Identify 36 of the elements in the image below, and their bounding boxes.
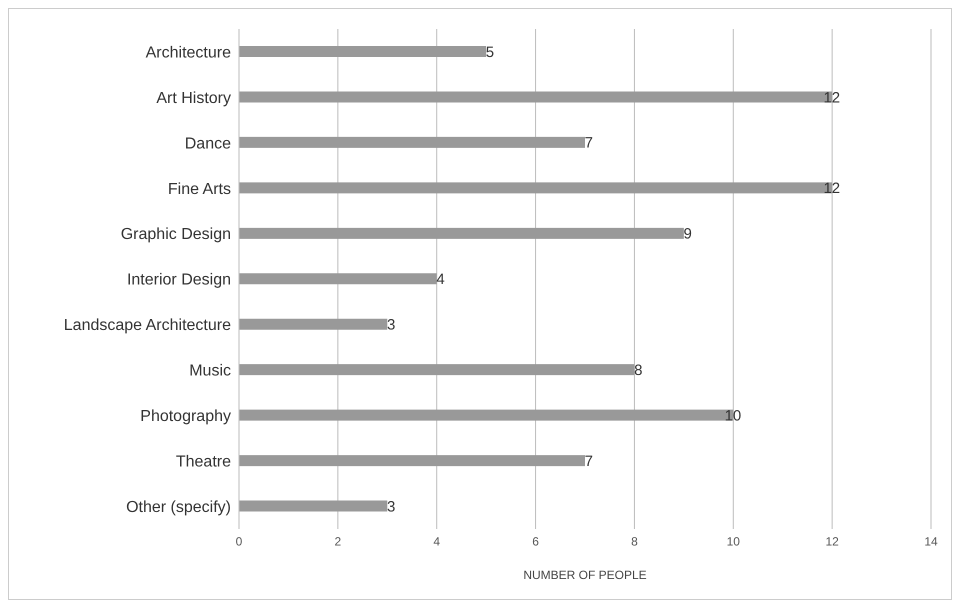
y-tick-label: Other (specify) — [126, 498, 231, 516]
y-tick-label: Interior Design — [126, 272, 231, 289]
data-label: 9 — [684, 226, 692, 243]
x-axis-title: NUMBER OF PEOPLE — [523, 568, 647, 582]
y-tick-label: Music — [189, 362, 231, 380]
data-label: 3 — [386, 498, 396, 516]
y-tick-label: Art History — [156, 90, 231, 107]
x-tick-label: 0 — [236, 534, 243, 549]
y-tick-label: Dance — [184, 135, 232, 152]
x-tick-label: 12 — [825, 534, 840, 549]
data-label: 5 — [486, 44, 494, 61]
bar — [239, 455, 585, 466]
data-label: 7 — [584, 452, 593, 470]
data-label: 3 — [386, 316, 396, 334]
x-tick-label: 14 — [924, 534, 938, 549]
data-label: 8 — [634, 362, 642, 380]
y-tick-label: Graphic Design — [120, 226, 231, 244]
x-tick-label: 4 — [433, 534, 440, 549]
x-tick-label: 2 — [334, 534, 342, 549]
data-label: 4 — [436, 271, 445, 288]
y-tick-label: Theatre — [176, 454, 232, 470]
bar — [239, 273, 437, 284]
x-tick-label: 8 — [631, 534, 638, 549]
y-tick-label: Architecture — [146, 44, 232, 62]
bar — [239, 228, 684, 239]
bar — [239, 46, 486, 57]
y-tick-label: Fine Arts — [168, 180, 231, 198]
x-tick-label: 6 — [532, 534, 540, 549]
bar — [239, 364, 634, 376]
y-tick-label: Photography — [140, 408, 231, 426]
bar — [239, 136, 585, 148]
x-tick-label: 10 — [726, 534, 740, 549]
bar — [239, 500, 388, 512]
y-tick-label: Landscape Architecture — [64, 317, 232, 334]
bar — [239, 318, 388, 330]
data-label: 7 — [584, 134, 593, 152]
